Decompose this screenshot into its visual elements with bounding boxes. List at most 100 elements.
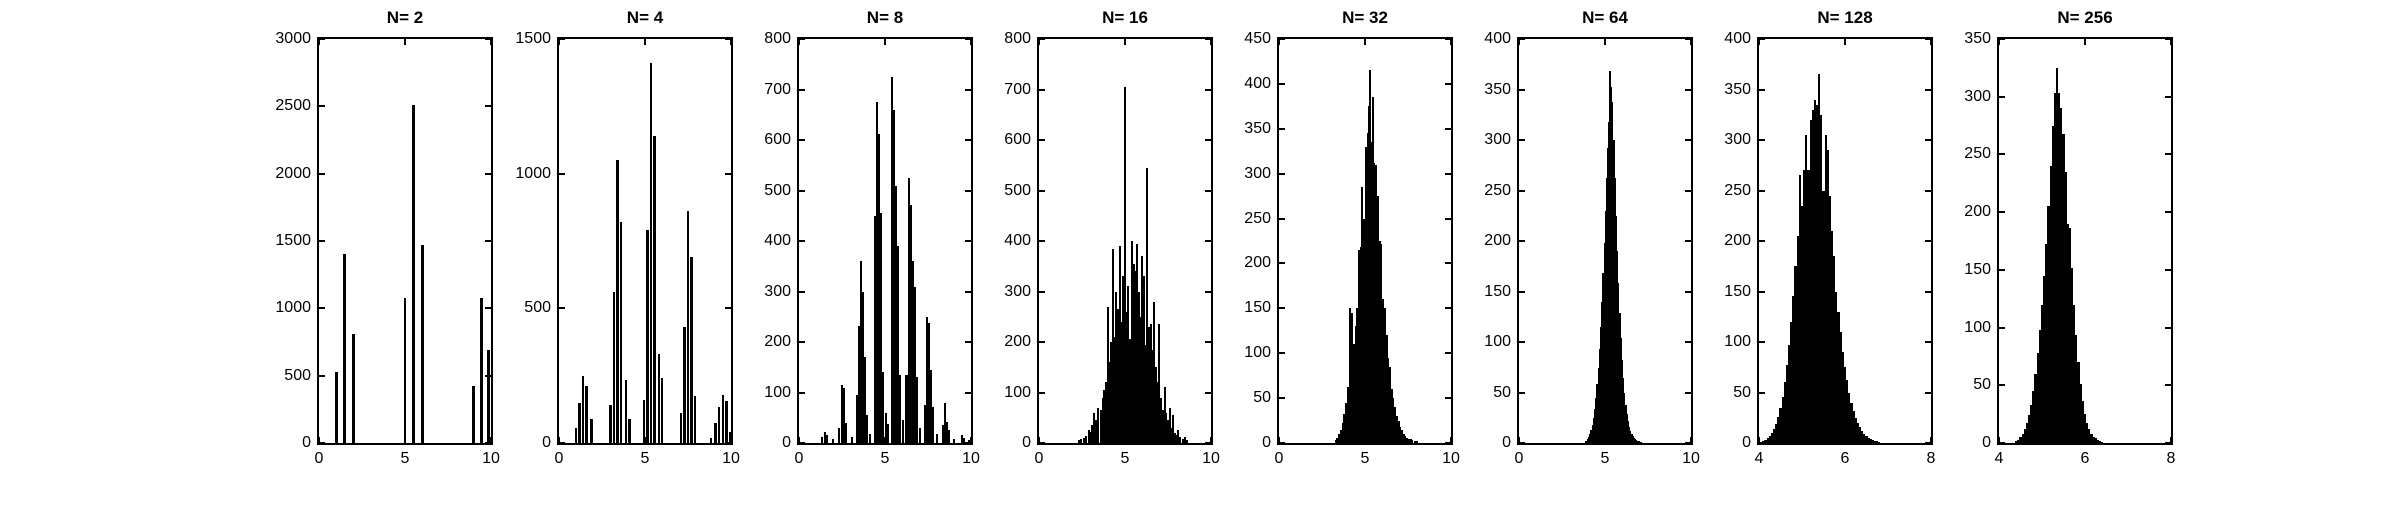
histogram-bar: [1153, 301, 1156, 443]
y-tick-mark: [2165, 95, 2171, 98]
histogram-bar: [1093, 412, 1096, 443]
histogram-bar: [963, 437, 966, 443]
histogram-bar: [1341, 423, 1344, 443]
y-tick-label: 400: [1724, 30, 1751, 47]
y-tick-label: 100: [1004, 383, 1031, 401]
y-tick-mark: [1999, 211, 2005, 214]
histogram-bar: [1139, 316, 1142, 443]
y-tick-mark: [1445, 82, 1451, 85]
y-tick-mark: [1999, 38, 2005, 40]
histogram-bar: [864, 357, 867, 443]
histogram-bar: [2053, 93, 2056, 443]
x-tick-label: 5: [1600, 450, 1610, 467]
histogram-bar: [1811, 109, 1814, 443]
histogram-bar: [653, 135, 656, 443]
y-tick-label: 500: [284, 366, 311, 384]
histogram-bar: [1118, 246, 1121, 443]
histogram-bar: [1636, 440, 1639, 443]
y-tick-mark: [725, 307, 731, 310]
y-tick-label: 150: [1484, 282, 1511, 300]
y-tick-mark: [965, 139, 971, 141]
histogram-bar: [420, 245, 424, 443]
histogram-bar: [1130, 241, 1133, 443]
plot-title: N= 2: [386, 8, 424, 27]
histogram-bar: [1634, 438, 1637, 443]
y-tick-mark: [319, 172, 325, 175]
y-tick-mark: [1279, 442, 1285, 444]
y-tick-mark: [1279, 352, 1285, 355]
y-tick-mark: [1999, 442, 2005, 444]
histogram-bar: [1406, 437, 1409, 443]
y-tick-mark: [1039, 38, 1045, 40]
y-tick-mark: [1925, 240, 1931, 242]
histogram-bar: [1170, 427, 1173, 443]
histogram-bar: [866, 415, 869, 443]
histogram-bar: [1117, 309, 1120, 443]
y-tick-mark: [485, 307, 491, 310]
y-tick-label: 400: [764, 232, 791, 249]
histogram-bar: [1129, 339, 1132, 443]
histogram-bar: [2060, 108, 2063, 443]
histogram-bar: [858, 325, 861, 443]
histogram-bar: [1841, 352, 1844, 443]
y-tick-label: 100: [1244, 344, 1271, 362]
histogram-bar: [838, 427, 841, 443]
histogram-bar: [1592, 417, 1595, 443]
histogram-bar: [2088, 429, 2091, 443]
histogram-bar: [2098, 440, 2102, 443]
y-tick-label: 250: [1484, 181, 1511, 199]
histogram-bar: [1375, 164, 1378, 443]
histogram-bar: [1144, 344, 1147, 443]
y-tick-label: 400: [1244, 74, 1271, 92]
histogram-bar: [619, 222, 623, 443]
y-tick-label: 300: [1484, 131, 1511, 148]
x-tick-mark: [1930, 39, 1932, 45]
y-tick-mark: [1205, 139, 1211, 141]
histogram-panel: N= 4 0 500 1000 1500 0 5 10: [515, 8, 739, 467]
histogram-bar: [1843, 367, 1847, 443]
histogram-bar: [882, 372, 885, 443]
histogram-bar: [1175, 435, 1178, 443]
y-tick-mark: [1925, 189, 1931, 192]
y-tick-label: 0: [1262, 434, 1271, 451]
x-tick-mark: [490, 437, 492, 443]
x-tick-mark: [798, 437, 800, 443]
y-tick-mark: [319, 307, 325, 310]
histogram-panel: N= 128 0 50 100 150 200 250 300 350 400 4 6 8: [1724, 8, 1935, 467]
y-tick-mark: [1759, 240, 1765, 242]
histogram-bar: [1172, 415, 1175, 443]
x-tick-mark: [1690, 39, 1692, 45]
histogram-bar: [710, 437, 713, 443]
y-tick-mark: [1279, 38, 1285, 40]
histogram-bar: [2073, 304, 2076, 443]
histogram-bar: [878, 133, 881, 443]
x-tick-mark: [1844, 39, 1846, 45]
histogram-bar: [1837, 311, 1840, 443]
histogram-bar: [660, 378, 664, 443]
histogram-bar: [1619, 337, 1622, 443]
histogram-bar: [628, 418, 631, 443]
histogram-bar: [2071, 267, 2074, 443]
histogram-bar: [1586, 438, 1589, 443]
histogram-bar: [1136, 243, 1139, 443]
histogram-bar: [1357, 249, 1360, 443]
y-tick-label: 400: [1004, 232, 1031, 249]
histogram-bar: [2101, 441, 2104, 443]
x-tick-mark: [558, 437, 560, 443]
histogram-panel: N= 256 0 50 100 150 200 250 300 350 4 6 8: [1964, 8, 2175, 467]
y-tick-mark: [1445, 352, 1451, 355]
histogram-bar: [609, 405, 612, 443]
y-tick-label: 100: [1964, 318, 1991, 336]
y-tick-mark: [965, 38, 971, 40]
y-tick-mark: [1039, 88, 1045, 91]
histogram-bar: [1149, 324, 1152, 443]
histogram-bar: [1334, 440, 1337, 443]
histogram-bar: [1591, 424, 1594, 443]
histogram-bar: [1589, 433, 1592, 443]
histogram-bar: [574, 428, 578, 443]
x-tick-mark: [490, 39, 492, 45]
histogram-bar: [1146, 167, 1149, 443]
histogram-bar: [578, 402, 581, 443]
x-tick-mark: [558, 39, 560, 45]
histogram-bar: [1807, 170, 1810, 443]
